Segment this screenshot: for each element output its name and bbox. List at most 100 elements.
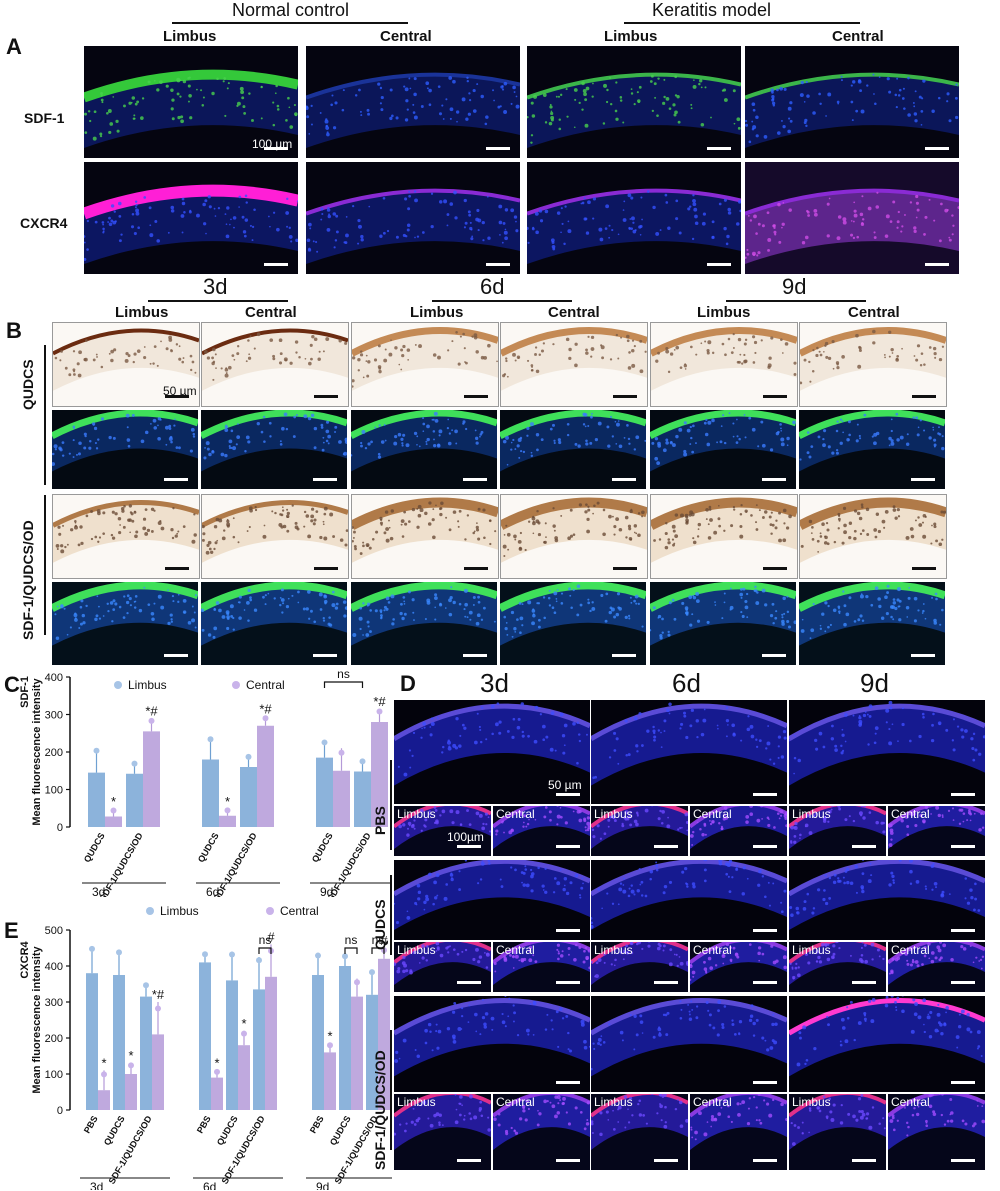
bar-limbus (126, 773, 143, 827)
scale-b-text: 50 µm (163, 384, 197, 398)
row-b-qudcs: QUDCS (20, 359, 36, 410)
y-tick-label: 0 (57, 1105, 63, 1117)
bar-central (257, 725, 274, 827)
bar-limbus (113, 975, 125, 1110)
micrograph-b-sdf-if-5 (650, 582, 796, 665)
micrograph-d-pbs-limbus-2: Limbus (591, 806, 688, 856)
micrograph-d-pbs-central-3: Central (888, 806, 985, 856)
bar-limbus (202, 759, 219, 827)
micrograph-a-sdf1-2 (306, 46, 520, 158)
micrograph-b-sdf-if-2-scale-bar (313, 654, 337, 657)
significance-mark: *# (259, 701, 272, 716)
category-label: QUDCS (215, 1114, 240, 1147)
bar-limbus (339, 966, 351, 1110)
micrograph-b-qudcs-if-2 (201, 410, 347, 489)
scale-d-big-text: 50 µm (548, 778, 582, 792)
micrograph-d-sdf-overview-3-scale-bar (951, 1081, 975, 1084)
micrograph-b-sdf-ihc-4-scale-bar (613, 567, 637, 570)
micrograph-b-sdf-if-4-scale-bar (612, 654, 636, 657)
ns-bracket (344, 947, 358, 954)
y-tick-label: 400 (45, 672, 63, 684)
point-limbus (229, 951, 235, 958)
bar-central (125, 1074, 137, 1110)
significance-mark: *# (145, 703, 158, 718)
micrograph-b-qudcs-if-6 (799, 410, 945, 489)
inset-label-central: Central (891, 943, 930, 957)
micrograph-d-qudcs-overview-1 (394, 860, 590, 940)
category-label: QUDCS (310, 831, 335, 864)
inset-label-central: Central (693, 943, 732, 957)
micrograph-b-qudcs-if-4 (500, 410, 646, 489)
micrograph-b-sdf-ihc-2 (201, 494, 349, 579)
bar-central (152, 1034, 164, 1110)
micrograph-d-qudcs-overview-2-scale-bar (753, 929, 777, 932)
point-limbus (207, 736, 214, 743)
y-tick-label: 100 (45, 785, 63, 797)
micrograph-d-qudcs-central-2: Central (690, 942, 787, 992)
micrograph-b-sdf-ihc-6 (799, 494, 947, 579)
category-label: PBS (82, 1114, 100, 1135)
micrograph-b-sdf-if-2 (201, 582, 347, 665)
bar-limbus (199, 962, 211, 1110)
micrograph-b-qudcs-if-3 (351, 410, 497, 489)
legend-central: Central (246, 678, 285, 692)
time-b-6d-line (432, 300, 572, 302)
micrograph-b-qudcs-ihc-3 (351, 322, 499, 407)
significance-mark: *# (152, 987, 165, 1002)
significance-mark: *# (373, 694, 386, 709)
time-label: 3d (92, 885, 105, 897)
micrograph-b-qudcs-ihc-4-scale-bar (613, 395, 637, 398)
micrograph-d-qudcs-limbus-3-scale-bar (852, 981, 876, 984)
inset-label-limbus: Limbus (792, 1095, 831, 1109)
col-b-3: Limbus (410, 304, 464, 321)
micrograph-b-sdf-ihc-2-scale-bar (314, 567, 338, 570)
micrograph-d-qudcs-overview-1-scale-bar (556, 929, 580, 932)
micrograph-d-qudcs-limbus-3: Limbus (789, 942, 886, 992)
y-axis-title: CXCR4 (19, 940, 31, 978)
micrograph-d-sdf-central-2: Central (690, 1094, 787, 1170)
bar-limbus (88, 772, 105, 827)
micrograph-b-sdf-ihc-6-scale-bar (912, 567, 936, 570)
bar-central (351, 996, 363, 1110)
micrograph-b-qudcs-ihc-1-scale-bar (165, 395, 189, 398)
significance-mark: * (128, 1048, 133, 1063)
point-limbus (116, 949, 122, 956)
col-a-3: Limbus (604, 28, 658, 45)
group-keratitis-model: Keratitis model (652, 0, 772, 20)
micrograph-b-qudcs-if-4-scale-bar (612, 478, 636, 481)
point-limbus (89, 945, 95, 952)
micrograph-b-sdf-ihc-1 (52, 494, 200, 579)
category-label: QUDCS (82, 831, 107, 864)
bar-central (98, 1090, 110, 1110)
inset-label-limbus: Limbus (397, 807, 436, 821)
time-b-3d-line (148, 300, 288, 302)
y-tick-label: 100 (45, 1069, 63, 1081)
y-axis-label: Mean fluorescence intensity (31, 677, 43, 825)
y-tick-label: 300 (45, 997, 63, 1009)
y-tick-label: 200 (45, 747, 63, 759)
group-normal-control: Normal control (232, 0, 350, 20)
inset-label-central: Central (496, 943, 535, 957)
micrograph-d-sdf-overview-2-scale-bar (753, 1081, 777, 1084)
row-a-sdf1: SDF-1 (24, 110, 65, 126)
bar-central (211, 1077, 223, 1110)
point-limbus (245, 753, 252, 760)
col-a-1: Limbus (163, 28, 217, 45)
micrograph-d-pbs-central-1: Central (493, 806, 590, 856)
bar-limbus (86, 973, 98, 1110)
micrograph-b-qudcs-if-5-scale-bar (762, 478, 786, 481)
point-limbus (256, 957, 262, 964)
micrograph-d-sdf-central-3: Central (888, 1094, 985, 1170)
legend-central-marker (232, 681, 240, 689)
micrograph-d-sdf-central-1: Central (493, 1094, 590, 1170)
legend-limbus-marker (114, 681, 122, 689)
group-keratitis-underline (624, 22, 860, 24)
micrograph-a-cxcr4-3 (527, 162, 741, 274)
micrograph-d-pbs-overview-3-scale-bar (951, 793, 975, 796)
bar-limbus (366, 994, 378, 1110)
micrograph-d-qudcs-central-1: Central (493, 942, 590, 992)
inset-label-central: Central (693, 807, 732, 821)
point-limbus (369, 969, 375, 976)
point-limbus (131, 760, 138, 767)
ns-label: ns (337, 667, 350, 681)
